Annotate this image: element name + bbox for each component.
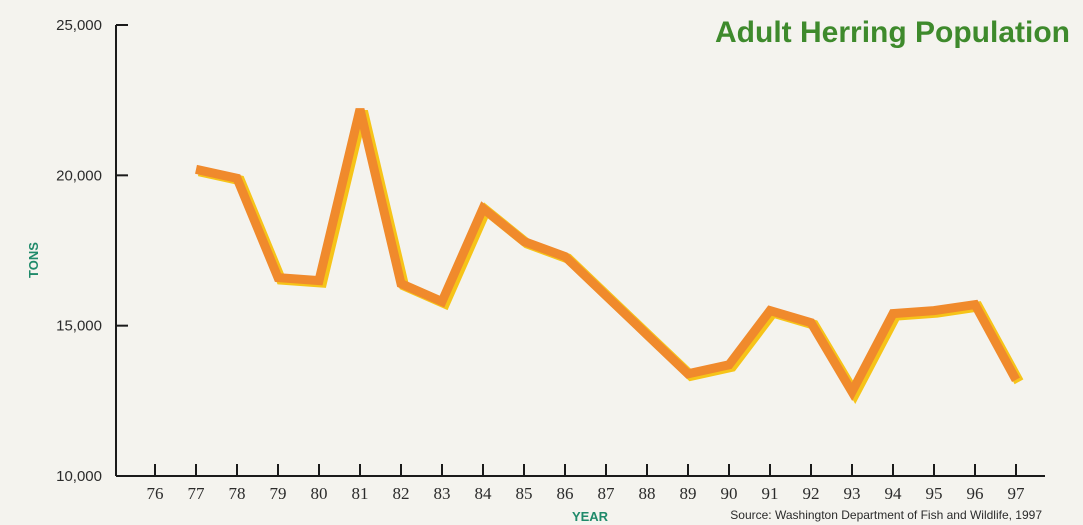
y-tick-label: 10,000 — [56, 468, 102, 485]
x-tick-label: 96 — [967, 484, 984, 503]
x-axis-label: YEAR — [572, 509, 609, 524]
x-tick-label: 86 — [557, 484, 574, 503]
chart-title: Adult Herring Population — [715, 16, 1070, 49]
x-tick-label: 77 — [188, 484, 206, 503]
x-tick-label: 93 — [844, 484, 861, 503]
x-tick-label: 94 — [885, 484, 903, 503]
x-tick-label: 80 — [311, 484, 328, 503]
y-tick-label: 25,000 — [56, 17, 102, 34]
x-tick-label: 76 — [147, 484, 164, 503]
x-tick-label: 97 — [1008, 484, 1026, 503]
x-tick-label: 79 — [270, 484, 287, 503]
axes: 10,000 15,000 20,000 25,000 76 77 78 79 80 81 82 83… — [56, 17, 1045, 503]
series-layer — [195, 108, 1024, 405]
x-tick-label: 90 — [721, 484, 738, 503]
x-tick-label: 84 — [475, 484, 493, 503]
series-line — [195, 108, 1020, 402]
x-tick-label: 87 — [598, 484, 616, 503]
x-tick-label: 91 — [762, 484, 779, 503]
x-tick-label: 88 — [639, 484, 656, 503]
x-tick-label: 83 — [434, 484, 451, 503]
x-tick-label: 92 — [803, 484, 820, 503]
y-tick-label: 20,000 — [56, 167, 102, 184]
x-tick-label: 85 — [516, 484, 533, 503]
y-axis-label: TONS — [26, 242, 41, 278]
x-tick-label: 78 — [229, 484, 246, 503]
source-note: Source: Washington Department of Fish an… — [730, 508, 1042, 522]
x-tick-label: 89 — [680, 484, 697, 503]
y-tick-label: 15,000 — [56, 318, 102, 335]
x-tick-label: 95 — [926, 484, 943, 503]
x-tick-label: 81 — [352, 484, 369, 503]
x-tick-label: 82 — [393, 484, 410, 503]
